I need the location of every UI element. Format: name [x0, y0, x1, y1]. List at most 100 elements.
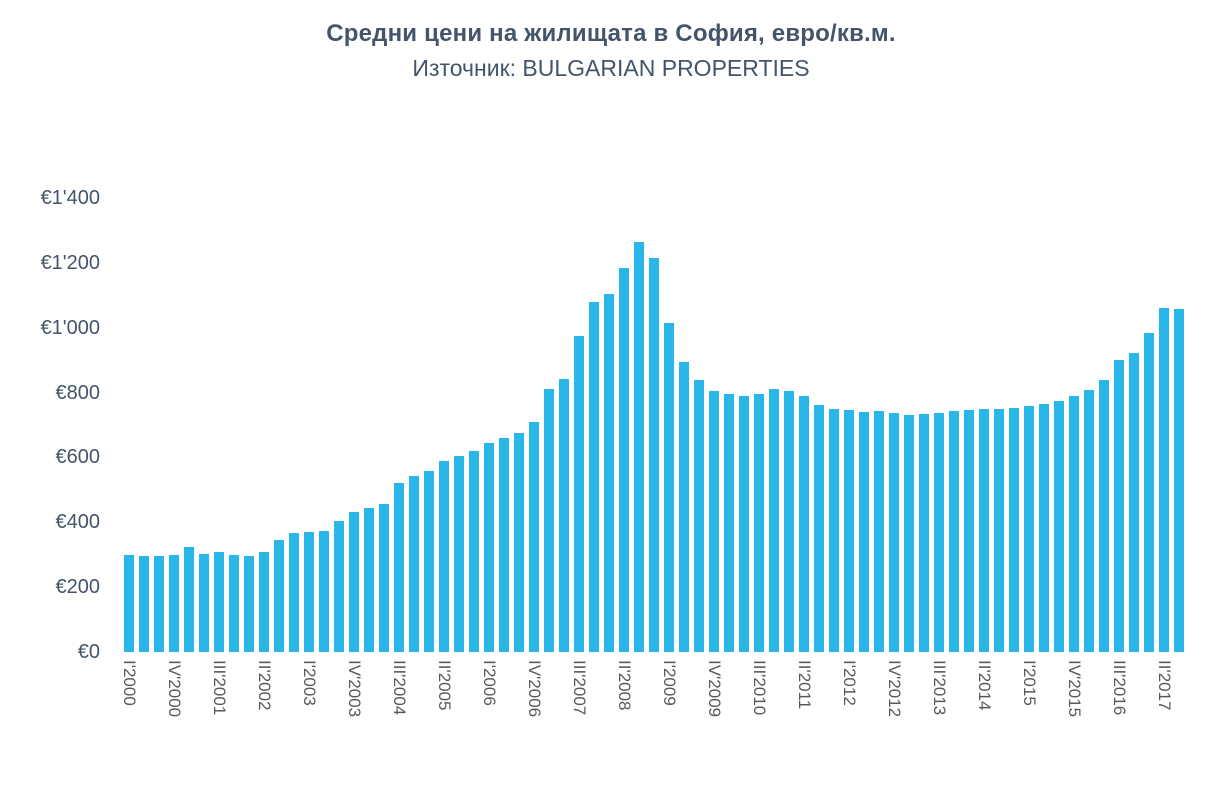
bar-III'2000: [154, 556, 164, 652]
x-tick-label: I'2012: [840, 660, 859, 706]
bar-II'2013: [919, 414, 929, 652]
bar-II'2001: [199, 554, 209, 652]
bar-IV'2016: [1129, 353, 1139, 652]
bar-II'2012: [859, 412, 869, 652]
x-tick-label: IV'2003: [345, 660, 364, 718]
x-tick-label: IV'2012: [885, 660, 904, 718]
bar-I'2006: [484, 442, 494, 652]
x-tick-label: IV'2000: [165, 660, 184, 718]
bar-II'2003: [319, 530, 329, 652]
bar-I'2011: [784, 390, 794, 652]
x-tick-label: II'2011: [795, 660, 814, 710]
y-tick-label: €400: [55, 511, 101, 534]
bar-IV'2009: [709, 391, 719, 652]
bar-III'2004: [394, 483, 404, 652]
chart-subtitle: Източник: BULGARIAN PROPERTIES: [412, 55, 810, 81]
x-tick-label: III'2013: [930, 660, 949, 716]
bar-III'2001: [214, 552, 224, 652]
bar-I'2017: [1144, 332, 1154, 652]
x-tick-label: III'2004: [390, 660, 409, 716]
bar-I'2015: [1024, 406, 1034, 652]
bar-III'2012: [874, 411, 884, 652]
bar-II'2005: [439, 461, 449, 652]
x-tick-label: II'2014: [975, 660, 994, 711]
bar-IV'2007: [589, 301, 599, 652]
bar-IV'2005: [469, 450, 479, 652]
bar-II'2009: [679, 361, 689, 652]
bar-II'2006: [499, 438, 509, 652]
bar-III'2003: [334, 521, 344, 652]
y-tick-label: €200: [55, 576, 101, 599]
x-tick-label: I'2006: [480, 660, 499, 706]
x-tick-label: III'2001: [210, 660, 229, 716]
bar-IV'2002: [289, 533, 299, 652]
bar-I'2010: [724, 394, 734, 652]
bar-II'2011: [799, 395, 809, 652]
bar-III'2014: [994, 408, 1004, 652]
bar-IV'2000: [169, 554, 179, 652]
bar-III'2002: [274, 540, 284, 652]
bar-I'2007: [544, 389, 554, 652]
bar-IV'2011: [829, 409, 839, 652]
bar-II'2010: [739, 395, 749, 652]
y-tick-label: €1'000: [40, 316, 100, 339]
bar-III'2015: [1054, 400, 1064, 652]
x-tick-label: IV'2006: [525, 660, 544, 718]
bar-III'2011: [814, 404, 824, 652]
bar-IV'2001: [229, 555, 239, 652]
bar-I'2005: [424, 471, 434, 652]
bar-II'2015: [1039, 403, 1049, 652]
y-tick-label: €1'200: [40, 251, 100, 274]
bar-II'2000: [139, 555, 149, 652]
bar-I'2003: [304, 532, 314, 652]
bar-IV'2012: [889, 412, 899, 652]
x-tick-label: I'2000: [120, 660, 139, 706]
bar-III'2010: [754, 394, 764, 652]
bar-IV'2013: [949, 411, 959, 652]
chart-title: Средни цени на жилищата в София, евро/кв…: [326, 20, 896, 47]
bar-I'2000: [124, 554, 134, 652]
bar-III'2006: [514, 432, 524, 652]
x-tick-label: III'2016: [1110, 660, 1129, 716]
x-axis: I'2000 IV'2000 III'2001 II'2002 I'2003 IV'200…: [120, 660, 1189, 785]
bar-I'2014: [964, 410, 974, 652]
chart-header: Средни цени на жилищата в София, евро/кв…: [0, 0, 1222, 82]
bar-IV'2014: [1009, 407, 1019, 652]
y-tick-label: €600: [55, 446, 101, 469]
bar-II'2002: [259, 551, 269, 652]
bar-I'2004: [364, 508, 374, 652]
bar-I'2002: [244, 555, 254, 652]
bar-II'2016: [1099, 380, 1109, 652]
plot-area: [124, 198, 1189, 652]
bar-IV'2010: [769, 388, 779, 652]
y-tick-label: €800: [55, 381, 101, 404]
x-tick-label: II'2005: [435, 660, 454, 711]
y-tick-label: €1'400: [40, 187, 100, 209]
x-tick-label: III'2010: [750, 660, 769, 716]
bar-II'2007: [559, 378, 569, 652]
x-tick-label: I'2003: [300, 660, 319, 706]
bar-III'2005: [454, 456, 464, 652]
x-tick-label: IV'2009: [705, 660, 724, 718]
x-tick-label: II'2008: [615, 660, 634, 711]
bar-II'2017: [1159, 308, 1169, 652]
x-tick-label: III'2007: [570, 660, 589, 716]
x-tick-label: II'2017: [1155, 660, 1174, 711]
bar-I'2016: [1084, 390, 1094, 652]
x-tick-label: II'2002: [255, 660, 274, 711]
y-axis: €0 €200 €400 €600 €800 €1'000 €1'200 €1'400: [0, 187, 101, 663]
x-tick-label: I'2015: [1020, 660, 1039, 706]
bar-I'2008: [604, 293, 614, 652]
bar-I'2001: [184, 547, 194, 652]
bar-III'2007: [574, 335, 584, 652]
y-tick-label: €0: [77, 641, 100, 663]
bar-III'2009: [694, 379, 704, 652]
bar-III'2017: [1174, 308, 1184, 652]
bar-I'2012: [844, 410, 854, 652]
bar-II'2008: [619, 267, 629, 652]
x-tick-label: I'2009: [660, 660, 679, 706]
bar-III'2013: [934, 412, 944, 652]
x-tick-label: IV'2015: [1065, 660, 1084, 718]
bar-III'2016: [1114, 360, 1124, 652]
